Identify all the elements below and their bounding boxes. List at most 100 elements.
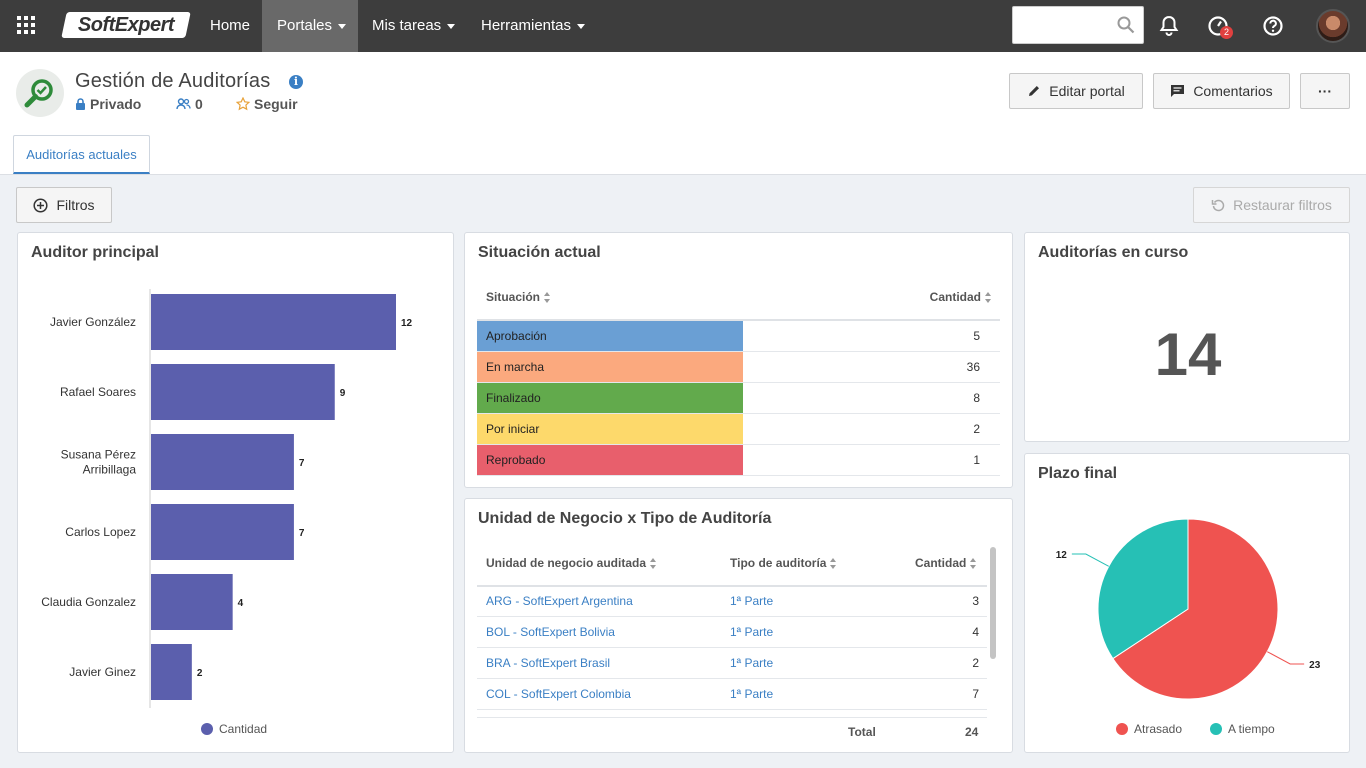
table-row[interactable]: Reprobado 1 xyxy=(477,445,1000,476)
column-header-situacion[interactable]: Situación xyxy=(486,290,551,304)
column-header-cantidad[interactable]: Cantidad xyxy=(915,556,977,570)
situacion-label: Por iniciar xyxy=(477,414,743,444)
sort-icon xyxy=(970,558,977,570)
situacion-label: En marcha xyxy=(477,352,743,382)
sort-icon xyxy=(650,558,657,570)
bell-icon[interactable] xyxy=(1157,14,1181,38)
unidad-link[interactable]: ARG - SoftExpert Argentina xyxy=(486,594,633,608)
privacy-status: Privado xyxy=(75,96,141,112)
plus-circle-icon xyxy=(33,197,48,213)
column-header-cantidad[interactable]: Cantidad xyxy=(930,290,992,304)
plazo-pie-chart: 23 12 xyxy=(1056,518,1321,700)
legend-swatch xyxy=(201,723,213,735)
table-row[interactable]: En marcha 36 xyxy=(477,352,1000,383)
unidad-link[interactable]: BOL - SoftExpert Bolivia xyxy=(486,625,615,639)
situacion-label: Reprobado xyxy=(477,445,743,475)
table-row[interactable]: BRA - SoftExpert Brasil 1ª Parte 2 xyxy=(477,648,987,679)
situacion-value: 8 xyxy=(973,391,980,405)
category-label: Carlos Lopez xyxy=(65,525,136,539)
total-value: 24 xyxy=(965,725,979,739)
sort-icon xyxy=(985,292,992,304)
legend-a-tiempo[interactable]: A tiempo xyxy=(1210,722,1275,736)
header-divider xyxy=(477,319,1000,321)
pie-slice[interactable] xyxy=(1112,518,1279,700)
auditorias-en-curso-panel: Auditorías en curso 14 xyxy=(1024,232,1350,442)
data-label: 23 xyxy=(1309,660,1321,671)
category-label: Claudia Gonzalez xyxy=(41,595,136,609)
data-label: 9 xyxy=(340,388,346,399)
nav-mis-tareas[interactable]: Mis tareas xyxy=(357,0,470,52)
kpi-value: 14 xyxy=(1154,321,1222,388)
tipo-link[interactable]: 1ª Parte xyxy=(730,687,774,701)
cantidad-value: 4 xyxy=(972,625,979,639)
users-icon xyxy=(176,98,191,110)
cantidad-value: 3 xyxy=(972,594,979,608)
nav-home[interactable]: Home xyxy=(210,17,251,34)
vertical-scrollbar[interactable] xyxy=(990,547,996,659)
portal-header: Gestión de Auditorías i Privado 0 Seguir… xyxy=(0,52,1366,175)
cantidad-value: 2 xyxy=(972,656,979,670)
bar[interactable] xyxy=(151,364,335,420)
edit-portal-button[interactable]: Editar portal xyxy=(1009,73,1143,109)
category-label: Javier González xyxy=(50,315,136,329)
table-row[interactable]: BOL - SoftExpert Bolivia 1ª Parte 4 xyxy=(477,617,987,648)
tipo-link[interactable]: 1ª Parte xyxy=(730,594,774,608)
situacion-value: 2 xyxy=(973,422,980,436)
search-icon[interactable] xyxy=(1117,16,1135,34)
table-row[interactable]: Por iniciar 2 xyxy=(477,414,1000,445)
nav-herramientas[interactable]: Herramientas xyxy=(466,0,600,52)
column-header-unidad[interactable]: Unidad de negocio auditada xyxy=(486,556,657,570)
unidad-link[interactable]: BRA - SoftExpert Brasil xyxy=(486,656,611,670)
plazo-final-panel: Plazo final 23 12 Atrasado A tiempo xyxy=(1024,453,1350,753)
total-label: Total xyxy=(848,725,876,739)
header-divider xyxy=(477,585,987,587)
apps-grid-icon[interactable] xyxy=(16,15,36,35)
info-icon[interactable]: i xyxy=(289,75,303,89)
bar[interactable] xyxy=(151,504,294,560)
search-box xyxy=(1012,6,1144,44)
leader-line xyxy=(1071,553,1109,567)
members-count[interactable]: 0 xyxy=(176,96,203,112)
sort-icon xyxy=(544,292,551,304)
pencil-icon xyxy=(1029,86,1040,96)
panel-title: Plazo final xyxy=(1038,465,1118,482)
table-row[interactable]: Aprobación 5 xyxy=(477,321,1000,352)
help-icon[interactable] xyxy=(1261,14,1285,38)
column-header-tipo[interactable]: Tipo de auditoría xyxy=(730,556,837,570)
lock-icon xyxy=(76,98,85,110)
legend-swatch xyxy=(1210,723,1222,735)
bar[interactable] xyxy=(151,644,192,700)
comment-icon xyxy=(1171,85,1185,97)
more-options-button[interactable]: ··· xyxy=(1300,73,1350,109)
chart-legend[interactable]: Cantidad xyxy=(201,722,267,736)
table-row[interactable]: ARG - SoftExpert Argentina 1ª Parte 3 xyxy=(477,586,987,617)
tipo-link[interactable]: 1ª Parte xyxy=(730,656,774,670)
legend-atrasado[interactable]: Atrasado xyxy=(1116,722,1182,736)
filters-button[interactable]: Filtros xyxy=(16,187,112,223)
category-label: Javier Ginez xyxy=(69,665,136,679)
softexpert-logo[interactable]: SoftExpert xyxy=(61,12,191,38)
nav-portales[interactable]: Portales xyxy=(262,0,358,52)
follow-button[interactable]: Seguir xyxy=(236,96,298,112)
user-avatar[interactable] xyxy=(1316,9,1350,43)
data-label: 4 xyxy=(238,598,244,609)
pie-slice[interactable] xyxy=(1097,518,1189,660)
panel-title: Auditorías en curso xyxy=(1038,244,1189,261)
situacion-label: Aprobación xyxy=(477,321,743,351)
table-row[interactable]: COL - SoftExpert Colombia 1ª Parte 7 xyxy=(477,679,987,710)
bar[interactable] xyxy=(151,294,396,350)
star-icon xyxy=(236,97,250,111)
bar[interactable] xyxy=(151,434,294,490)
data-label: 12 xyxy=(401,318,413,329)
restore-filters-button[interactable]: Restaurar filtros xyxy=(1193,187,1350,223)
comments-button[interactable]: Comentarios xyxy=(1153,73,1290,109)
page-title: Gestión de Auditorías xyxy=(75,70,271,92)
tipo-link[interactable]: 1ª Parte xyxy=(730,625,774,639)
unidad-link[interactable]: COL - SoftExpert Colombia xyxy=(486,687,631,701)
search-input[interactable] xyxy=(1013,7,1113,43)
top-navigation-bar: SoftExpert Home Portales Mis tareas Herr… xyxy=(0,0,1366,52)
panel-title: Situación actual xyxy=(478,244,601,261)
table-row[interactable]: Finalizado 8 xyxy=(477,383,1000,414)
tab-auditorias-actuales[interactable]: Auditorías actuales xyxy=(13,135,150,174)
bar[interactable] xyxy=(151,574,233,630)
